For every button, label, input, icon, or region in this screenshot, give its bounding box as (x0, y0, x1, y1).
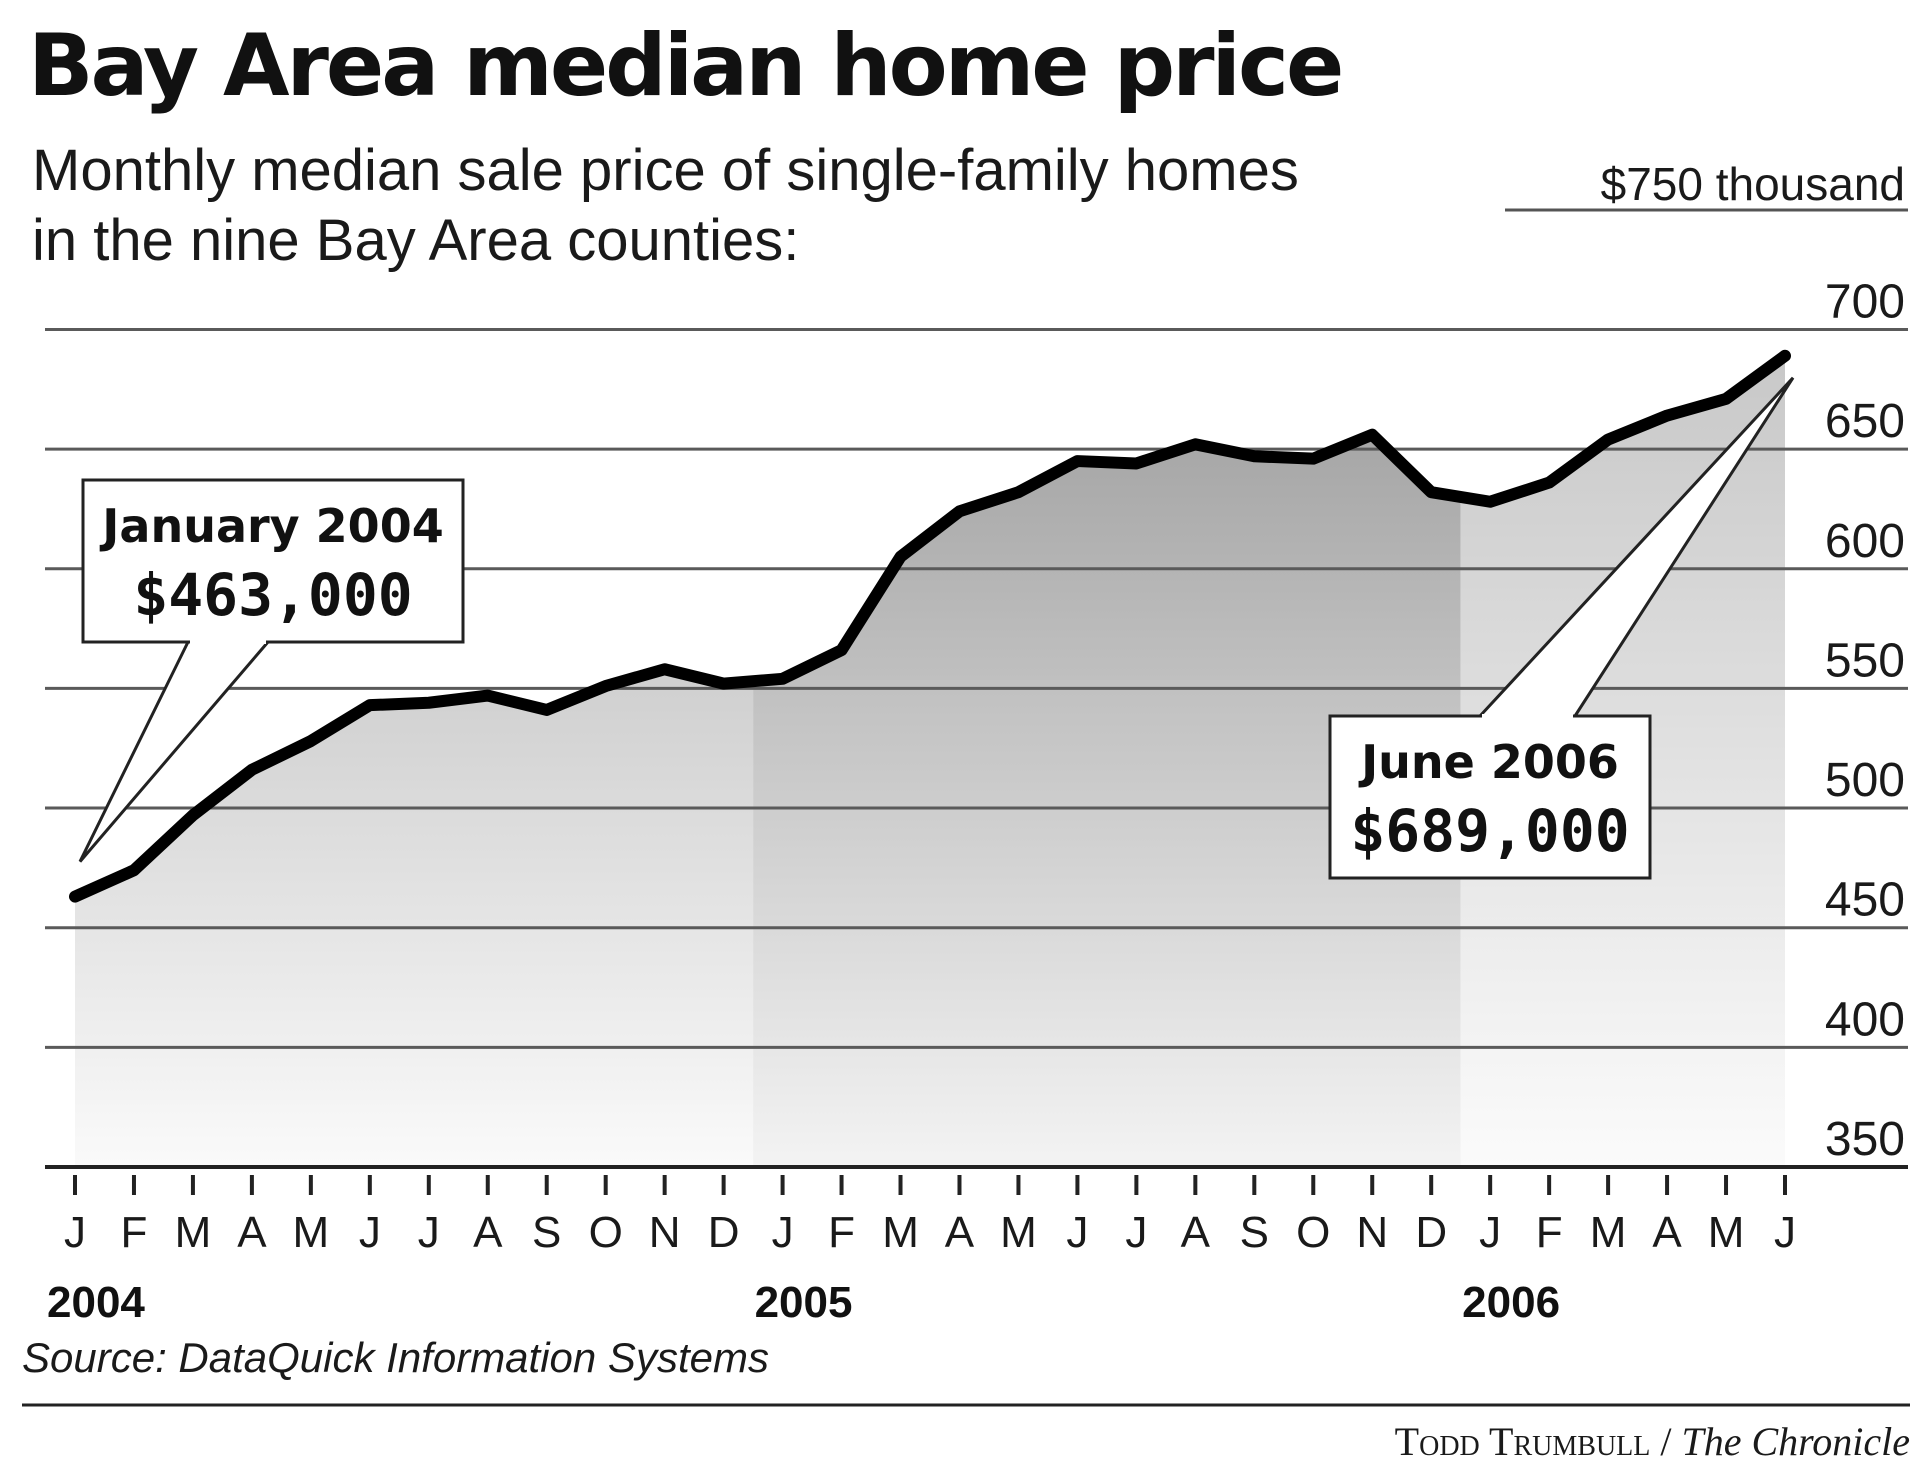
area-fill-2004 (75, 669, 754, 1167)
callout-box (1328, 714, 1652, 880)
credit-author: Todd Trumbull (1395, 1419, 1651, 1464)
y-tick-label-700: 700 (1825, 275, 1905, 328)
chart-subtitle-line1: Monthly median sale price of single-fami… (32, 138, 1299, 203)
chart-title: Bay Area median home price (28, 16, 1341, 116)
year-label-2005: 2005 (755, 1278, 853, 1327)
x-tick-label-3: A (237, 1208, 267, 1257)
x-tick-label-2: M (175, 1208, 212, 1257)
x-tick-label-1: F (121, 1208, 148, 1257)
data-point-13 (837, 646, 846, 655)
x-tick-label-29: J (1774, 1208, 1796, 1257)
y-tick-label-650: 650 (1825, 395, 1905, 448)
callout-box (81, 478, 465, 644)
x-tick-label-19: A (1181, 1208, 1211, 1257)
data-point-19 (1191, 440, 1200, 449)
x-tick-label-16: M (1000, 1208, 1037, 1257)
data-point-3 (247, 765, 256, 774)
x-tick-label-25: F (1536, 1208, 1563, 1257)
x-tick-label-20: S (1240, 1208, 1269, 1257)
callout-start: January 2004 $463,000 (78, 478, 465, 863)
callout-end: June 2006 $689,000 (1328, 376, 1795, 880)
data-point-26 (1604, 435, 1613, 444)
x-tick-label-11: D (708, 1208, 740, 1257)
data-point-4 (306, 737, 315, 746)
data-point-20 (1250, 452, 1259, 461)
x-tick-label-9: O (589, 1208, 623, 1257)
x-tick-label-24: J (1479, 1208, 1501, 1257)
callout-value-label: $689,000 (1350, 797, 1629, 865)
data-point-0 (71, 892, 79, 901)
credit-line: Todd Trumbull / The Chronicle (1395, 1419, 1910, 1464)
x-tick-label-15: A (945, 1208, 975, 1257)
x-tick-label-8: S (532, 1208, 561, 1257)
x-tick-label-5: J (359, 1208, 381, 1257)
data-point-2 (188, 811, 197, 820)
x-tick-label-0: J (64, 1208, 86, 1257)
data-point-6 (424, 698, 433, 707)
data-point-8 (542, 705, 551, 714)
x-tick-label-13: F (828, 1208, 855, 1257)
credit-separator: / (1650, 1419, 1681, 1464)
callouts: January 2004 $463,000 June 2006 $689,000 (78, 376, 1795, 880)
x-tick-label-26: M (1590, 1208, 1627, 1257)
callout-date-label: January 2004 (99, 499, 443, 553)
x-tick-label-12: J (772, 1208, 794, 1257)
y-axis-tick-labels: 350 400 450 500 550 600 650 700 (1825, 275, 1905, 1166)
data-point-15 (955, 507, 964, 516)
y-tick-label-450: 450 (1825, 874, 1905, 927)
data-point-10 (660, 665, 669, 674)
data-point-18 (1132, 459, 1141, 468)
data-point-17 (1073, 457, 1082, 466)
data-point-11 (719, 679, 728, 688)
data-point-27 (1663, 411, 1672, 420)
price-line-layer (69, 349, 1791, 903)
data-point-29 (1781, 351, 1789, 360)
credit-publication: The Chronicle (1682, 1419, 1911, 1464)
x-tick-label-14: M (882, 1208, 919, 1257)
x-tick-label-4: M (293, 1208, 330, 1257)
data-point-5 (365, 701, 374, 710)
y-axis-unit-label: $750 thousand (1601, 158, 1905, 210)
year-label-2004: 2004 (47, 1278, 145, 1327)
callout-date-label: June 2006 (1358, 735, 1619, 789)
data-point-21 (1309, 454, 1318, 463)
x-tick-label-17: J (1066, 1208, 1088, 1257)
data-point-23 (1427, 488, 1436, 497)
area-fill-2005 (753, 434, 1461, 1167)
y-tick-label-550: 550 (1825, 634, 1905, 687)
x-tick-label-21: O (1296, 1208, 1330, 1257)
x-tick-label-23: D (1415, 1208, 1447, 1257)
data-point-28 (1722, 394, 1731, 403)
callout-pointer (1478, 376, 1795, 718)
y-tick-label-600: 600 (1825, 515, 1905, 568)
data-point-14 (896, 552, 905, 561)
y-tick-label-350: 350 (1825, 1113, 1905, 1166)
x-tick-label-7: A (473, 1208, 503, 1257)
x-tick-label-27: A (1652, 1208, 1682, 1257)
data-point-7 (483, 691, 492, 700)
y-tick-label-400: 400 (1825, 993, 1905, 1046)
x-tick-label-28: M (1708, 1208, 1745, 1257)
data-point-22 (1368, 430, 1377, 439)
x-tick-label-10: N (649, 1208, 681, 1257)
source-note: Source: DataQuick Information Systems (22, 1334, 769, 1381)
data-point-12 (778, 674, 787, 683)
callout-pointer (78, 641, 270, 863)
y-tick-label-500: 500 (1825, 754, 1905, 807)
data-point-25 (1545, 478, 1554, 487)
data-point-9 (601, 682, 610, 691)
data-point-1 (129, 866, 138, 875)
price-line (69, 349, 1791, 903)
chart-subtitle-line2: in the nine Bay Area counties: (32, 208, 799, 273)
x-tick-label-22: N (1356, 1208, 1388, 1257)
data-point-16 (1014, 488, 1023, 497)
callout-value-label: $463,000 (133, 561, 412, 629)
x-tick-label-18: J (1125, 1208, 1147, 1257)
x-tick-label-6: J (418, 1208, 440, 1257)
year-label-2006: 2006 (1462, 1278, 1560, 1327)
data-point-24 (1486, 497, 1495, 506)
